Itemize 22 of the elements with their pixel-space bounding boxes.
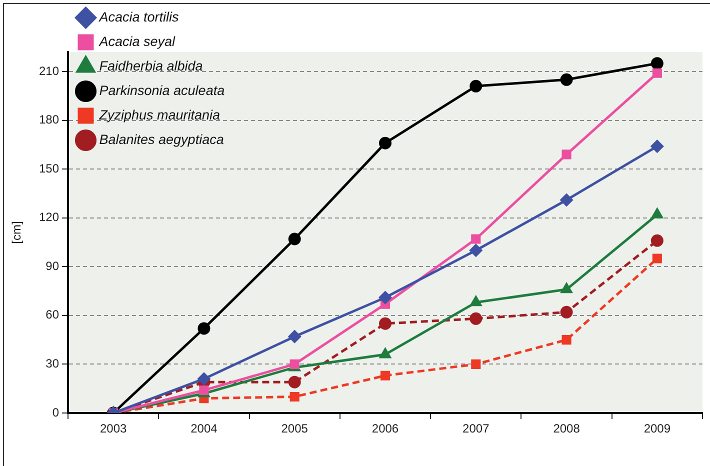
y-tick-label: 0 <box>52 405 60 420</box>
x-tick-label: 2009 <box>644 422 671 436</box>
legend-label: Faidherbia albida <box>99 58 204 74</box>
y-tick-label: 60 <box>46 308 60 322</box>
legend-label: Balanites aegyptiaca <box>99 132 224 147</box>
x-tick-label: 2004 <box>190 422 218 436</box>
legend-label: Acacia seyal <box>98 34 176 49</box>
y-tick-label: 150 <box>38 161 60 176</box>
y-tick-label: 30 <box>46 356 60 371</box>
x-tick-label: 2005 <box>281 422 308 436</box>
y-axis-title: [cm] <box>10 221 24 244</box>
y-tick-label: 90 <box>46 258 60 273</box>
y-tick-label: 120 <box>38 210 60 224</box>
x-tick-label: 2007 <box>462 422 490 436</box>
y-tick-label: 180 <box>38 112 60 127</box>
y-tick-label: 210 <box>38 64 60 78</box>
legend-label: Zyziphus mauritania <box>98 108 221 122</box>
x-tick-label: 2008 <box>553 422 580 436</box>
legend-label: Acacia tortilis <box>98 10 180 24</box>
x-tick-label: 2003 <box>100 422 127 436</box>
legend-label: Parkinsonia aculeata <box>99 83 226 98</box>
x-tick-label: 2006 <box>372 422 399 436</box>
